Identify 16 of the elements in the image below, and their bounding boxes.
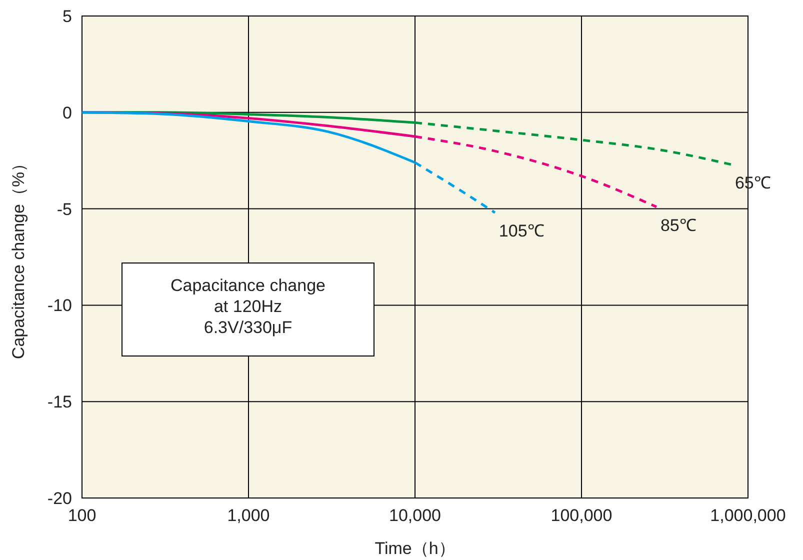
- y-tick-label: -20: [47, 489, 72, 508]
- y-tick-label: -5: [56, 200, 72, 219]
- y-axis-title: Capacitance change（%）: [9, 154, 28, 360]
- annotation: Capacitance change at 120Hz 6.3V/330μF: [170, 276, 326, 337]
- y-tick-label: -15: [47, 392, 72, 412]
- y-tick-label: -10: [47, 296, 72, 316]
- y-tick-label: 5: [62, 7, 72, 26]
- x-tick-label: 100: [68, 506, 96, 525]
- x-tick-label: 1,000,000: [710, 506, 786, 525]
- y-tick-label: 0: [62, 103, 72, 122]
- x-tick-label: 100,000: [550, 506, 612, 525]
- x-tick-label: 10,000: [389, 506, 441, 525]
- series-label: 85℃: [660, 216, 696, 235]
- x-axis-title: Time（h）: [374, 539, 456, 558]
- series-label: 105℃: [498, 222, 544, 241]
- x-tick-label: 1,000: [227, 506, 270, 525]
